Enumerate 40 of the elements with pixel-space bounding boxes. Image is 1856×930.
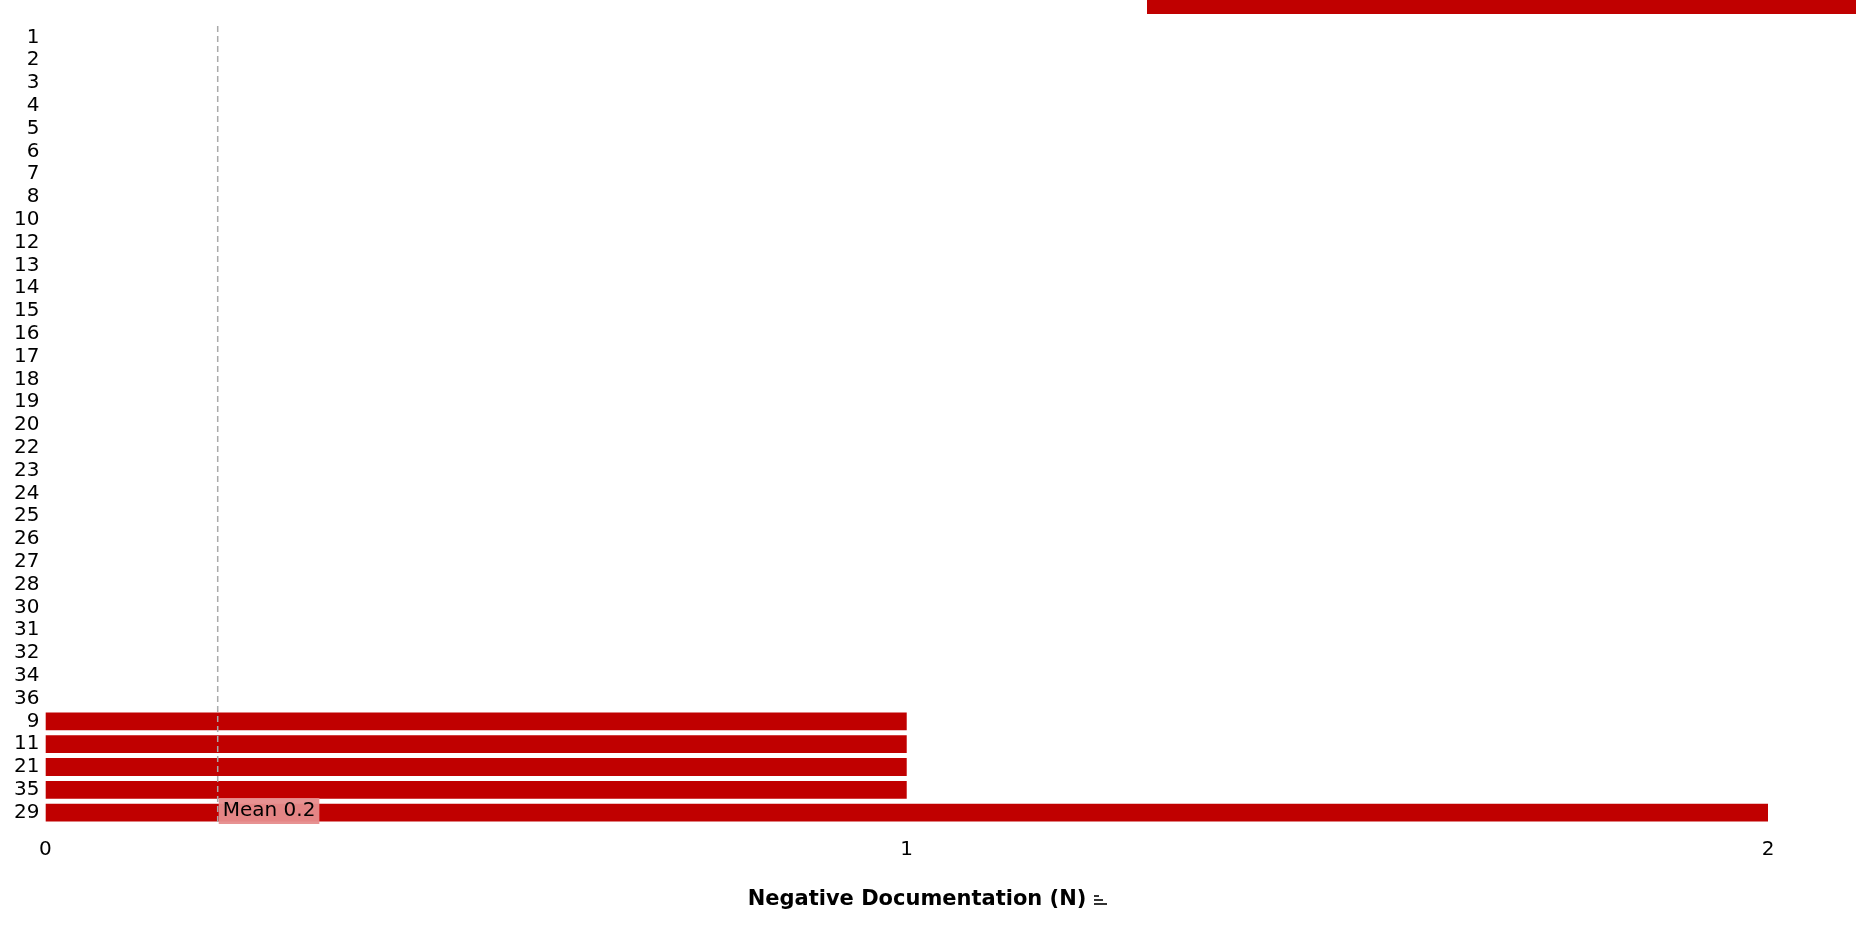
y-tick-label: 5	[26, 114, 40, 139]
x-tick-label: 0	[39, 836, 52, 861]
y-tick-label: 35	[14, 776, 40, 800]
y-tick-label: 31	[14, 616, 40, 641]
x-tick-label: 2	[1761, 836, 1775, 861]
y-tick-label: 18	[14, 365, 40, 390]
y-tick-label: 25	[14, 502, 40, 527]
y-tick-label: 29	[14, 798, 40, 823]
y-tick-label: 17	[14, 342, 40, 367]
ref-line-label: Mean 0.2	[222, 797, 316, 822]
y-tick-label: 16	[14, 320, 40, 344]
y-tick-label: 12	[14, 228, 40, 253]
y-tick-label: 28	[14, 570, 40, 595]
y-tick-label: 30	[14, 593, 40, 618]
y-tick-label: 13	[14, 251, 40, 276]
y-tick-label: 4	[26, 92, 40, 116]
y-tick-label: 34	[14, 662, 40, 686]
y-tick-label: 26	[14, 525, 40, 550]
y-tick-label: 19	[14, 388, 40, 413]
x-tick-label: 1	[900, 836, 914, 861]
y-tick-label: 24	[14, 479, 40, 504]
y-tick-label: 21	[14, 753, 40, 778]
y-tick-label: 1	[26, 23, 40, 48]
y-tick-label: 36	[14, 684, 40, 709]
y-tick-label: 15	[14, 297, 40, 322]
y-tick-label: 10	[14, 206, 40, 230]
y-tick-label: 7	[26, 160, 40, 185]
y-tick-label: 22	[14, 434, 40, 458]
y-tick-label: 9	[26, 707, 40, 732]
y-tick-label: 20	[14, 411, 40, 436]
y-tick-label: 2	[26, 46, 40, 71]
y-tick-label: 8	[26, 183, 40, 208]
y-tick-label: 23	[14, 456, 40, 481]
y-tick-label: 14	[14, 274, 40, 299]
y-tick-label: 3	[26, 69, 40, 94]
y-tick-label: 6	[26, 137, 40, 162]
y-tick-label: 32	[14, 639, 40, 664]
y-tick-label: 11	[14, 730, 40, 755]
x-axis-title: Negative Documentation (N)	[747, 886, 1087, 910]
y-tick-label: 27	[14, 548, 40, 572]
